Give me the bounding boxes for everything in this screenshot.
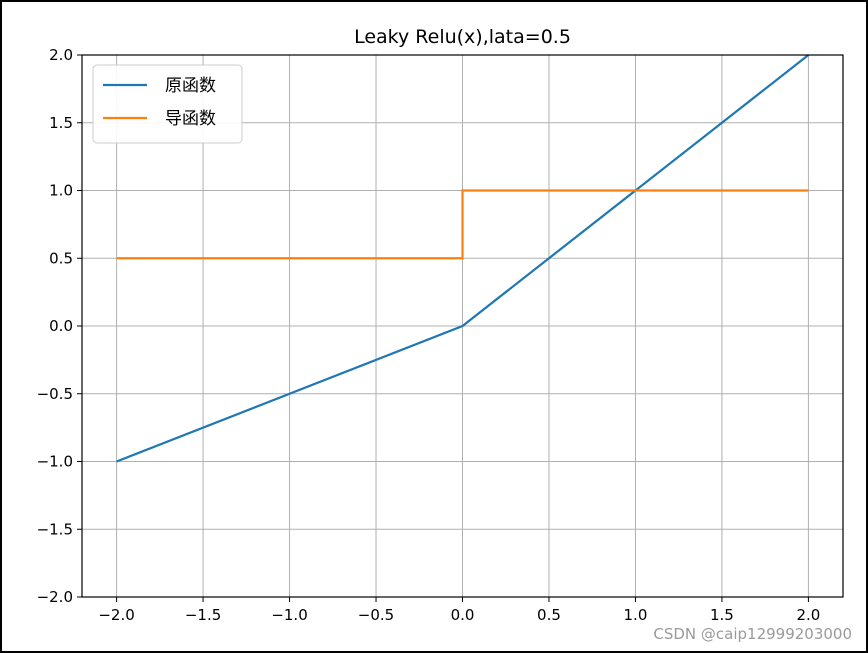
y-tick-label: 2.0 [49,46,73,64]
x-tick-label: −2.0 [98,606,134,624]
y-tick-label: 0.5 [49,249,73,267]
y-tick-label: −1.0 [37,453,73,471]
x-tick-label: 0.0 [451,606,475,624]
series-line-0 [116,54,810,463]
legend-label: 原函数 [165,76,216,96]
y-tick-label: −1.5 [37,520,73,538]
y-tick-label: −0.5 [37,385,73,403]
y-tick-label: 1.5 [49,114,73,132]
x-tick-label: −1.5 [185,606,221,624]
chart-title: Leaky Relu(x),lata=0.5 [354,26,571,48]
series-layer [116,54,810,463]
legend-label: 导函数 [165,109,216,129]
x-tick-label: 1.5 [710,606,734,624]
series-line-1 [116,189,809,260]
y-tick-label: 0.0 [49,317,73,335]
x-tick-label: −1.0 [271,606,307,624]
x-tick-label: 2.0 [796,606,820,624]
watermark: CSDN @caip12999203000 [653,625,852,643]
y-tick-label: 1.0 [49,182,73,200]
tick-layer: −2.0 −1.5 −1.0 −0.5 0.0 0.5 1.0 1.5 2.0 −2.0 −1.5 −… [37,46,821,624]
x-tick-label: 0.5 [537,606,561,624]
x-tick-label: 1.0 [624,606,648,624]
x-tick-label: −0.5 [358,606,394,624]
y-tick-label: −2.0 [37,588,73,606]
